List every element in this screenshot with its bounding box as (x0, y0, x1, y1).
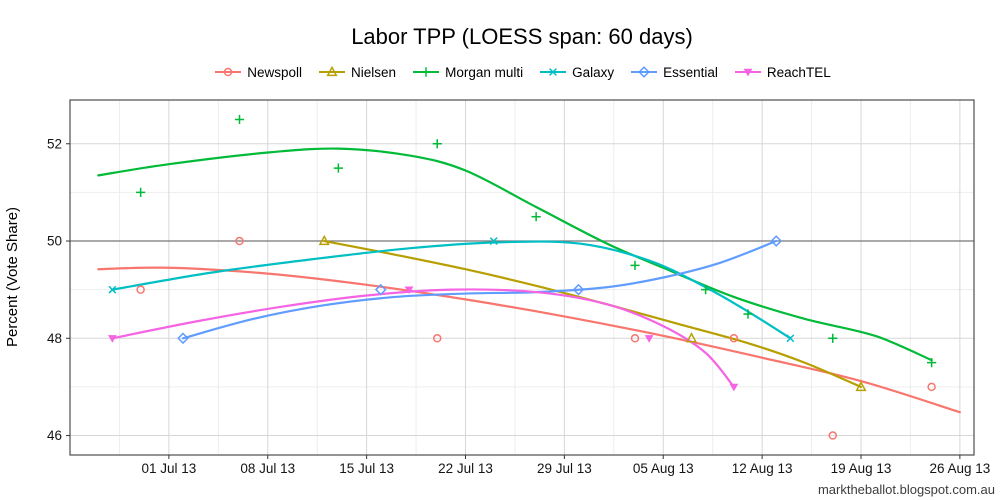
data-point-essential (572, 283, 585, 296)
panel-border (69, 99, 975, 456)
data-point-morgan-multi (531, 212, 541, 222)
data-point-newspoll (729, 334, 739, 343)
data-point-reachtel (404, 286, 414, 295)
x-tick-label: 29 Jul 13 (537, 461, 592, 476)
x-tick-label: 15 Jul 13 (339, 461, 394, 476)
legend-key-reachtel (734, 68, 761, 77)
legend-item-nielsen: Nielsen (317, 64, 396, 80)
legend-key-nielsen (319, 65, 346, 77)
watermark: marktheballot.blogspot.com.au (817, 482, 995, 497)
data-point-reachtel (644, 335, 654, 343)
data-point-morgan-multi (701, 285, 711, 295)
data-point-reachtel (107, 335, 117, 343)
legend-label: Morgan multi (445, 64, 524, 80)
legend-item-galaxy: Galaxy (538, 64, 614, 80)
legend-key-morgan-multi (413, 67, 440, 77)
y-tick-label: 46 (47, 428, 62, 443)
x-tick-label: 08 Jul 13 (240, 461, 295, 476)
data-point-essential (374, 283, 387, 296)
legend-key-essential (631, 66, 658, 78)
data-point-newspoll (433, 334, 442, 343)
data-point-newspoll (630, 334, 640, 343)
x-tick-label: 12 Aug 13 (732, 461, 793, 476)
x-tick-label: 26 Aug 13 (929, 461, 990, 476)
data-point-galaxy (108, 285, 117, 294)
legend-label: Nielsen (351, 64, 397, 80)
y-tick-label: 48 (47, 331, 62, 346)
legend-key-galaxy (540, 68, 567, 76)
data-point-morgan-multi (136, 187, 146, 197)
loess-line-morgan-multi (97, 147, 933, 362)
legend-item-morgan-multi: Morgan multi (411, 64, 523, 80)
legend-key-newspoll (215, 67, 242, 77)
data-point-morgan-multi (333, 163, 343, 173)
data-point-morgan-multi (234, 114, 245, 125)
data-point-newspoll (927, 382, 936, 392)
y-tick-label: 52 (47, 136, 62, 151)
x-tick-label: 22 Jul 13 (438, 461, 493, 476)
legend-label: ReachTEL (766, 64, 831, 80)
data-point-galaxy (489, 237, 498, 245)
data-point-morgan-multi (432, 139, 442, 149)
data-point-galaxy (786, 334, 795, 343)
loess-line-essential (181, 239, 778, 340)
x-tick-label: 19 Aug 13 (831, 461, 892, 476)
data-point-reachtel (729, 383, 739, 392)
legend-key-marker (421, 67, 431, 77)
legend-item-reachtel: ReachTEL (733, 64, 831, 80)
y-axis-title: Percent (Vote Share) (4, 207, 21, 347)
legend-label: Newspoll (247, 64, 303, 80)
legend: Newspoll Nielsen Morgan multi Galaxy Essenti… (70, 64, 974, 80)
loess-line-newspoll (97, 266, 961, 414)
data-point-morgan-multi (743, 309, 753, 319)
data-point-morgan-multi (630, 260, 640, 270)
legend-key-marker (549, 68, 558, 76)
loess-line-galaxy (111, 240, 792, 340)
data-point-essential (177, 332, 189, 345)
data-point-essential (770, 235, 783, 247)
chart-title: Labor TPP (LOESS span: 60 days) (351, 24, 693, 49)
data-point-morgan-multi (927, 358, 937, 368)
legend-item-newspoll: Newspoll (213, 64, 302, 80)
data-point-newspoll (235, 236, 244, 246)
data-point-nielsen (855, 380, 867, 392)
data-point-newspoll (136, 285, 145, 294)
legend-label: Essential (663, 64, 718, 80)
legend-item-essential: Essential (629, 64, 718, 80)
loess-line-reachtel (111, 288, 735, 389)
x-tick-label: 05 Aug 13 (633, 461, 694, 476)
legend-label: Galaxy (572, 64, 615, 80)
legend-key-marker (224, 67, 233, 77)
data-point-nielsen (318, 234, 330, 246)
data-point-nielsen (685, 332, 698, 343)
data-point-newspoll (828, 431, 837, 440)
x-tick-label: 01 Jul 13 (141, 461, 196, 476)
legend-key-marker (743, 68, 753, 77)
legend-key-marker (638, 66, 651, 78)
data-point-morgan-multi (828, 333, 838, 343)
loess-line-nielsen (323, 239, 863, 389)
y-tick-label: 50 (47, 234, 62, 249)
legend-key-marker (326, 65, 338, 77)
